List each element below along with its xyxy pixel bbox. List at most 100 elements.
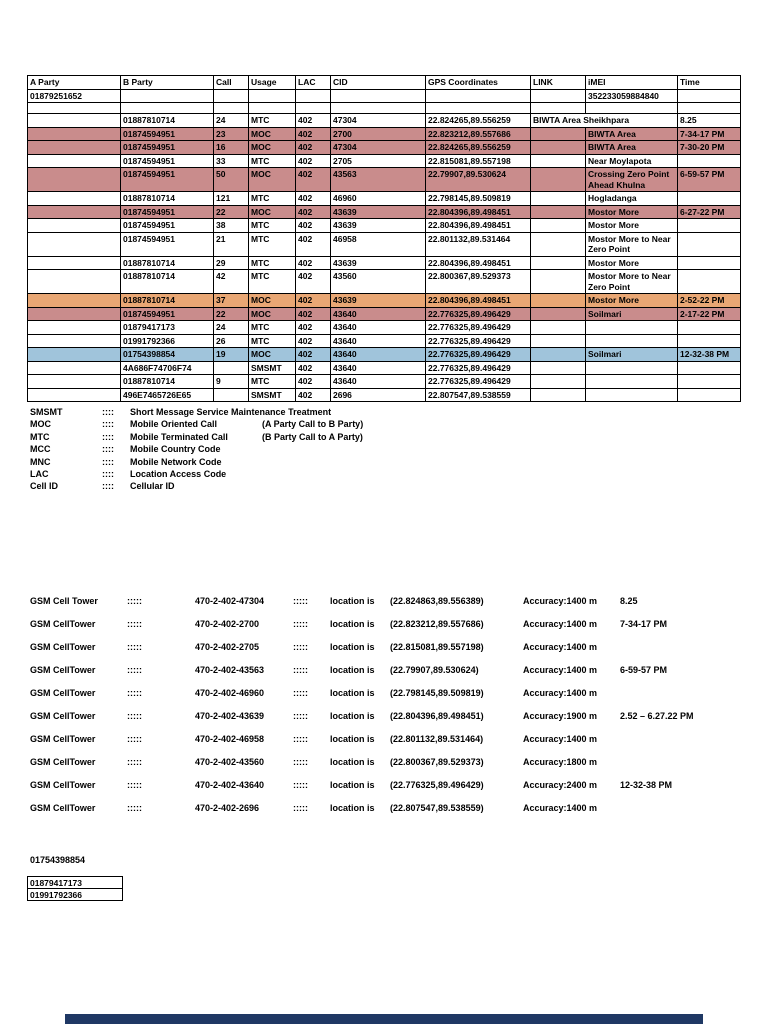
table-cell: BIWTA Area Sheikhpara bbox=[530, 113, 678, 128]
table-cell: 26 bbox=[213, 333, 249, 348]
column-header: LINK bbox=[530, 75, 586, 90]
table-cell bbox=[27, 347, 121, 362]
table-cell: 22.824265,89.556259 bbox=[425, 113, 531, 128]
table-row: 01887810714 29 MTC 402 43639 22.804396,89.498… bbox=[27, 255, 741, 270]
table-cell: 22.823212,89.557686 bbox=[425, 126, 531, 141]
table-row bbox=[27, 102, 741, 114]
tower-id: 470-2-402-2700 bbox=[195, 619, 260, 629]
table-cell: 402 bbox=[295, 320, 331, 335]
separator: ::::: bbox=[293, 803, 308, 813]
location-text: location is bbox=[330, 803, 375, 813]
time bbox=[620, 802, 694, 814]
table-cell: 352233059884840 bbox=[585, 88, 678, 103]
table-cell: 43640 bbox=[330, 320, 426, 335]
table-cell: 6-27-22 PM bbox=[677, 204, 741, 219]
gsm-tower-row: GSM CellTower::::: 470-2-402-43640::::: lo… bbox=[30, 779, 694, 791]
table-cell bbox=[295, 102, 331, 114]
legend-def: Mobile Oriented Call bbox=[130, 419, 218, 430]
table-cell bbox=[677, 88, 741, 103]
tower-id: 470-2-402-47304 bbox=[195, 596, 265, 606]
table-cell: 6-59-57 PM bbox=[677, 167, 741, 192]
table-row: 01874594951 38 MTC 402 43639 22.804396,89.498… bbox=[27, 218, 741, 233]
location-text: location is bbox=[330, 688, 375, 698]
table-cell bbox=[120, 88, 214, 103]
separator: ::::: bbox=[293, 711, 308, 721]
table-cell bbox=[530, 126, 586, 141]
table-cell: 22.804396,89.498451 bbox=[425, 293, 531, 308]
tower-id: 470-2-402-43639 bbox=[195, 711, 265, 721]
table-cell: 43639 bbox=[330, 255, 426, 270]
accuracy: Accuracy:1400 m bbox=[523, 688, 598, 698]
gsm-tower-list: GSM Cell Tower::::: 470-2-402-47304::::: l… bbox=[30, 595, 694, 825]
time: 6-59-57 PM bbox=[620, 665, 668, 675]
separator: ::::: bbox=[127, 803, 142, 813]
legend-def: Short Message Service Maintenance Treatm… bbox=[130, 407, 332, 417]
legend-sep: :::: bbox=[102, 419, 114, 430]
table-cell: 01874594951 bbox=[120, 204, 214, 219]
table-row: 496E7465726E65 SMSMT 402 2696 22.807547,89.5… bbox=[27, 387, 741, 402]
table-cell: 402 bbox=[295, 204, 331, 219]
tower-id: 470-2-402-43640 bbox=[195, 780, 265, 790]
table-cell: 2700 bbox=[330, 126, 426, 141]
separator: ::::: bbox=[293, 596, 308, 606]
table-cell: 37 bbox=[213, 293, 249, 308]
table-cell bbox=[425, 88, 531, 103]
table-cell: 402 bbox=[295, 269, 331, 294]
separator: ::::: bbox=[127, 642, 142, 652]
table-cell: MTC bbox=[248, 191, 296, 206]
location-text: location is bbox=[330, 780, 375, 790]
table-cell: 22.804396,89.498451 bbox=[425, 218, 531, 233]
table-cell bbox=[27, 204, 121, 219]
table-cell: 01887810714 bbox=[120, 255, 214, 270]
legend-note bbox=[262, 480, 363, 492]
table-cell: SMSMT bbox=[248, 387, 296, 402]
table-cell: 43640 bbox=[330, 360, 426, 375]
table-cell bbox=[530, 88, 586, 103]
coordinates: (22.800367,89.529373) bbox=[390, 757, 484, 767]
gsm-tower-row: GSM CellTower::::: 470-2-402-46958::::: lo… bbox=[30, 733, 694, 745]
table-cell: 01874594951 bbox=[120, 218, 214, 233]
table-cell bbox=[27, 126, 121, 141]
gsm-label: GSM CellTower bbox=[30, 642, 96, 652]
table-cell bbox=[27, 140, 121, 155]
location-text: location is bbox=[330, 596, 375, 606]
table-cell bbox=[530, 387, 586, 402]
table-cell: Crossing Zero Point Ahead Khulna bbox=[585, 167, 678, 192]
table-cell bbox=[27, 320, 121, 335]
table-cell: 22 bbox=[213, 306, 249, 321]
legend-term: Cell ID bbox=[30, 481, 59, 492]
table-row: 01887810714 24 MTC 402 47304 22.824265,89.556… bbox=[27, 113, 741, 128]
table-cell bbox=[530, 191, 586, 206]
table-cell: 01874594951 bbox=[120, 126, 214, 141]
table-cell: 8.25 bbox=[677, 113, 741, 128]
accuracy: Accuracy:1400 m bbox=[523, 596, 598, 606]
table-cell bbox=[27, 374, 121, 389]
table-cell: 402 bbox=[295, 140, 331, 155]
table-cell: MOC bbox=[248, 293, 296, 308]
table-cell: 402 bbox=[295, 255, 331, 270]
table-cell bbox=[530, 204, 586, 219]
table-cell: 01991792366 bbox=[120, 333, 214, 348]
table-cell: 01874594951 bbox=[120, 231, 214, 257]
coordinates: (22.79907,89.530624) bbox=[390, 665, 479, 675]
abbreviation-legend: SMSMT:::: Short Message Service Maintenan… bbox=[30, 406, 363, 493]
cdr-header-row: A Party B Party Call Usage LAC CID GPS Coordin… bbox=[27, 75, 741, 90]
separator: ::::: bbox=[127, 596, 142, 606]
column-header: GPS Coordinates bbox=[425, 75, 531, 90]
table-cell: 402 bbox=[295, 360, 331, 375]
table-cell: 01874594951 bbox=[120, 306, 214, 321]
coordinates: (22.815081,89.557198) bbox=[390, 642, 484, 652]
table-cell bbox=[27, 387, 121, 402]
table-cell: 402 bbox=[295, 293, 331, 308]
table-cell: 2-52-22 PM bbox=[677, 293, 741, 308]
legend-term: LAC bbox=[30, 469, 49, 480]
table-cell bbox=[248, 88, 296, 103]
table-cell: 12-32-38 PM bbox=[677, 347, 741, 362]
table-row: 01874594951 21 MTC 402 46958 22.801132,89.531… bbox=[27, 231, 741, 257]
table-cell bbox=[530, 320, 586, 335]
table-cell: 402 bbox=[295, 387, 331, 402]
table-row: 01874594951 33 MTC 402 2705 22.815081,89.5571… bbox=[27, 153, 741, 168]
legend-def: Mobile Terminated Call bbox=[130, 431, 228, 442]
location-text: location is bbox=[330, 665, 375, 675]
table-cell: MTC bbox=[248, 374, 296, 389]
